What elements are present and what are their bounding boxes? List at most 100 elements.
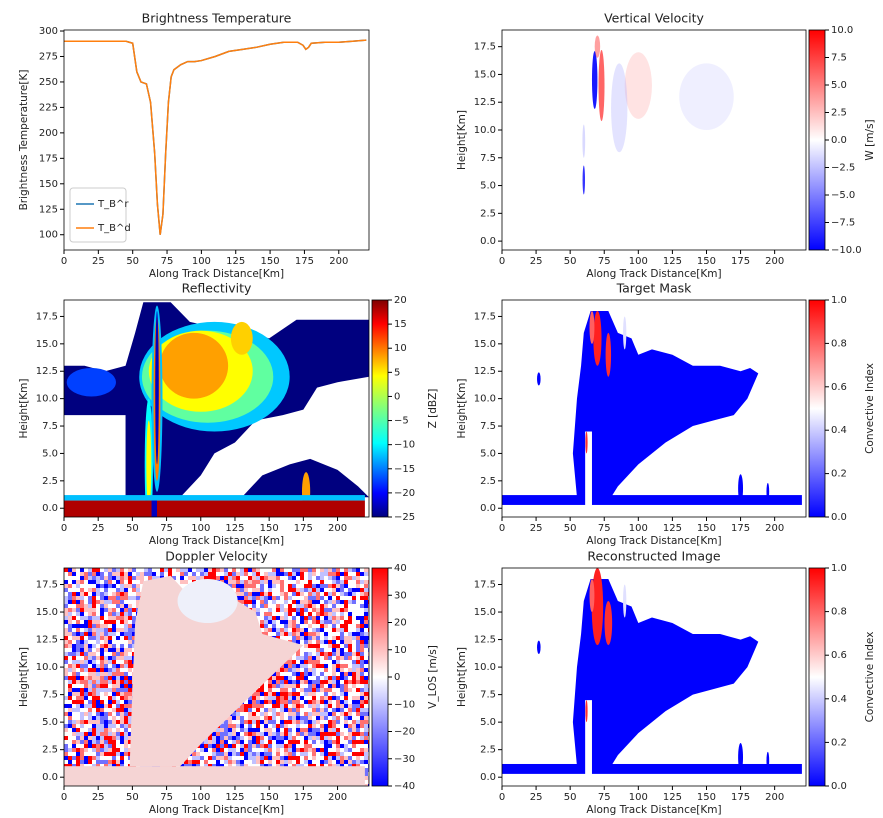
noise-cell [312, 696, 316, 700]
noise-cell [308, 748, 312, 752]
noise-cell [284, 628, 288, 632]
noise-cell [320, 584, 324, 588]
noise-cell [304, 612, 308, 616]
noise-cell [112, 640, 116, 644]
noise-cell [76, 732, 80, 736]
noise-cell [320, 588, 324, 592]
noise-cell [128, 644, 132, 648]
noise-cell [364, 584, 368, 588]
noise-cell [272, 572, 276, 576]
noise-cell [284, 572, 288, 576]
noise-cell [364, 728, 368, 732]
noise-cell [132, 588, 136, 592]
noise-cell [352, 600, 356, 604]
field-blob [585, 700, 587, 722]
noise-cell [336, 732, 340, 736]
noise-cell [68, 684, 72, 688]
noise-cell [332, 620, 336, 624]
noise-cell [300, 748, 304, 752]
noise-cell [308, 636, 312, 640]
noise-cell [284, 708, 288, 712]
noise-cell [108, 704, 112, 708]
noise-cell [276, 696, 280, 700]
noise-cell [88, 596, 92, 600]
noise-cell [344, 712, 348, 716]
noise-cell [204, 756, 208, 760]
noise-cell [272, 688, 276, 692]
noise-cell [92, 584, 96, 588]
noise-cell [336, 664, 340, 668]
x-axis-label: Along Track Distance[Km] [586, 268, 721, 280]
noise-cell [324, 568, 328, 572]
noise-cell [264, 620, 268, 624]
noise-cell [280, 748, 284, 752]
noise-cell [296, 728, 300, 732]
noise-cell [332, 584, 336, 588]
noise-cell [324, 716, 328, 720]
colorbar-tick-label: 20 [394, 295, 407, 306]
noise-cell [336, 656, 340, 660]
noise-cell [292, 592, 296, 596]
noise-cell [104, 596, 108, 600]
noise-cell [288, 720, 292, 724]
noise-cell [268, 616, 272, 620]
noise-cell [276, 736, 280, 740]
noise-cell [352, 696, 356, 700]
noise-cell [72, 584, 76, 588]
noise-cell [292, 688, 296, 692]
noise-cell [324, 592, 328, 596]
noise-cell [316, 644, 320, 648]
noise-cell [332, 680, 336, 684]
noise-cell [208, 748, 212, 752]
noise-cell [272, 760, 276, 764]
noise-cell [108, 608, 112, 612]
noise-cell [76, 716, 80, 720]
y-tick-label: 17.5 [36, 311, 58, 322]
noise-cell [360, 712, 364, 716]
noise-cell [64, 608, 68, 612]
noise-cell [312, 684, 316, 688]
noise-cell [68, 752, 72, 756]
noise-cell [252, 592, 256, 596]
noise-cell [88, 632, 92, 636]
noise-cell [88, 748, 92, 752]
noise-cell [356, 676, 360, 680]
noise-cell [256, 612, 260, 616]
noise-cell [128, 640, 132, 644]
noise-cell [284, 624, 288, 628]
noise-cell [96, 580, 100, 584]
noise-cell [84, 724, 88, 728]
noise-cell [272, 728, 276, 732]
noise-cell [104, 732, 108, 736]
noise-cell [332, 644, 336, 648]
noise-cell [296, 684, 300, 688]
noise-cell [308, 604, 312, 608]
noise-cell [68, 608, 72, 612]
noise-cell [100, 700, 104, 704]
noise-cell [364, 604, 368, 608]
noise-cell [260, 576, 264, 580]
noise-cell [68, 636, 72, 640]
noise-cell [344, 568, 348, 572]
noise-cell [292, 672, 296, 676]
noise-cell [328, 744, 332, 748]
noise-cell [196, 756, 200, 760]
noise-cell [356, 724, 360, 728]
noise-cell [268, 732, 272, 736]
x-axis-label: Along Track Distance[Km] [149, 535, 284, 547]
noise-cell [92, 760, 96, 764]
noise-cell [96, 592, 100, 596]
noise-cell [96, 636, 100, 640]
noise-cell [308, 700, 312, 704]
field-blob [593, 311, 601, 366]
noise-cell [112, 700, 116, 704]
noise-cell [224, 748, 228, 752]
noise-cell [296, 616, 300, 620]
noise-cell [304, 760, 308, 764]
noise-cell [216, 740, 220, 744]
noise-cell [80, 648, 84, 652]
noise-cell [268, 568, 272, 572]
noise-cell [124, 604, 128, 608]
noise-cell [344, 676, 348, 680]
noise-cell [252, 744, 256, 748]
